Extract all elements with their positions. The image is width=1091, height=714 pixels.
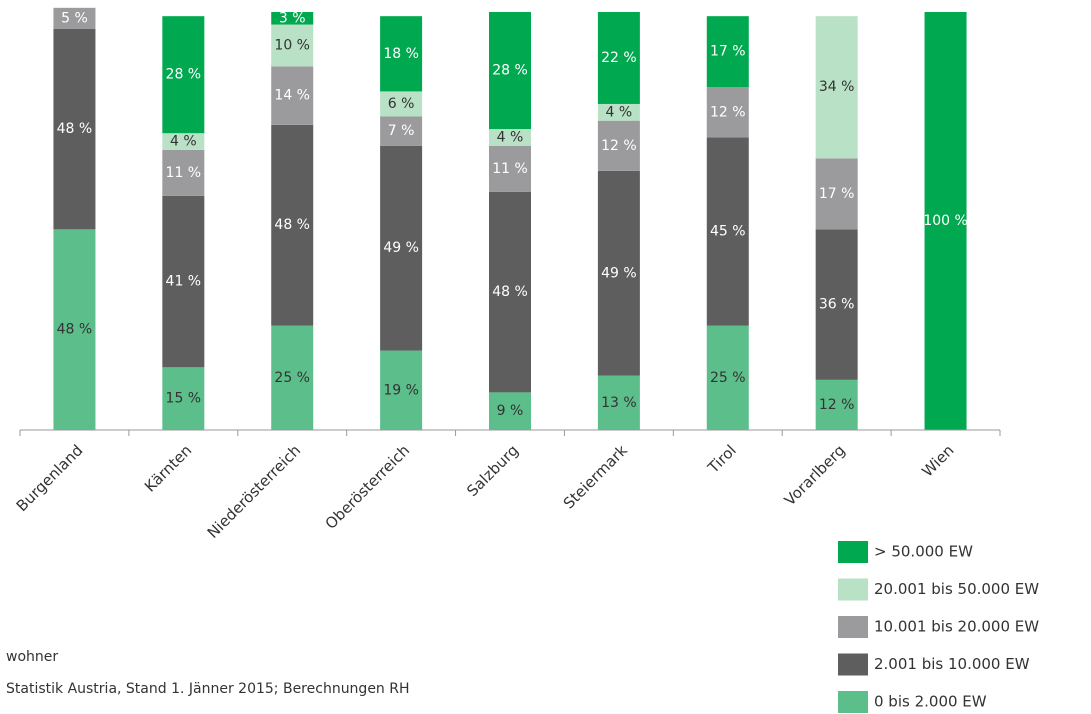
x-tick-label: Salzburg [463, 441, 522, 500]
data-label: 25 % [710, 370, 746, 386]
bar-segment [271, 12, 314, 25]
data-label: 11 % [492, 161, 528, 177]
bar-segment [271, 124, 314, 326]
data-label: 13 % [601, 395, 637, 411]
legend-swatch [838, 616, 868, 638]
data-label: 12 % [710, 104, 746, 120]
bar-segment [162, 195, 205, 368]
bar-segment [271, 66, 314, 125]
bar-segment [380, 350, 423, 430]
x-tick-label: Tirol [704, 441, 740, 477]
data-label: 28 % [166, 67, 202, 83]
data-label: 9 % [497, 403, 524, 419]
bar-segment [597, 375, 640, 430]
data-label: 49 % [601, 265, 637, 281]
bar-segment [380, 91, 423, 117]
bar-segment [53, 7, 96, 29]
bar-segment [162, 367, 205, 430]
bar-segment [815, 16, 858, 159]
bar-segment [597, 103, 640, 121]
data-label: 4 % [606, 104, 633, 120]
data-label: 12 % [601, 138, 637, 154]
data-label: 25 % [274, 370, 310, 386]
data-label: 48 % [57, 322, 93, 338]
bar-segment [489, 145, 531, 192]
x-tick-label: Burgenland [13, 441, 87, 515]
data-label: 41 % [166, 274, 202, 290]
bar-segment [706, 87, 749, 138]
note: wohner [6, 649, 58, 665]
data-label: 10 % [274, 37, 310, 53]
legend-swatch [838, 541, 868, 563]
x-tick-label: Steiermark [560, 441, 631, 512]
bar-segment [706, 137, 749, 326]
legend-label: 2.001 bis 10.000 EW [874, 655, 1030, 673]
data-label: 34 % [819, 79, 855, 95]
bar-segment [162, 149, 205, 196]
data-label: 45 % [710, 223, 746, 239]
source: Statistik Austria, Stand 1. Jänner 2015;… [6, 681, 410, 697]
bar-segment [489, 392, 531, 430]
bar-segment [489, 191, 531, 393]
bar-segment [597, 120, 640, 171]
bar-segment [706, 16, 749, 88]
data-label: 11 % [166, 165, 202, 181]
data-label: 17 % [710, 44, 746, 60]
bar-segment [489, 129, 531, 146]
data-label: 5 % [61, 10, 88, 26]
bar-segment [815, 229, 858, 380]
bar-segment [53, 28, 96, 230]
legend-swatch [838, 653, 868, 676]
bar-segment [489, 12, 531, 130]
bar-segment [815, 158, 858, 230]
data-label: 18 % [383, 46, 419, 62]
data-label: 48 % [492, 284, 528, 300]
data-label: 6 % [388, 96, 415, 112]
legend-label: 0 bis 2.000 EW [874, 693, 987, 711]
data-label: 14 % [274, 88, 310, 104]
data-label: 36 % [819, 297, 855, 313]
bar-segment [380, 145, 423, 351]
legend-label: 20.001 bis 50.000 EW [874, 580, 1039, 598]
data-label: 100 % [923, 213, 967, 229]
data-label: 3 % [279, 10, 306, 26]
legend-label: 10.001 bis 20.000 EW [874, 618, 1039, 636]
bar-segment [597, 12, 640, 104]
data-label: 7 % [388, 123, 415, 139]
bar-segment [53, 229, 96, 430]
legend-label: > 50.000 EW [874, 543, 973, 561]
bar-segment [380, 16, 423, 92]
data-label: 17 % [819, 186, 855, 202]
data-label: 48 % [274, 217, 310, 233]
x-tick-label: Wien [918, 441, 957, 480]
bar-segment [706, 325, 749, 430]
x-tick-label: Oberösterreich [322, 441, 413, 532]
data-label: 49 % [383, 240, 419, 256]
legend-swatch [838, 691, 868, 713]
bar-segment [271, 24, 314, 67]
x-tick-label: Vorarlberg [781, 441, 849, 509]
bar-segment [271, 325, 314, 430]
data-label: 22 % [601, 50, 637, 66]
bar-segment [380, 116, 423, 146]
data-label: 28 % [492, 63, 528, 79]
bar-segment [597, 170, 640, 376]
bar-segment [924, 12, 967, 430]
data-label: 4 % [497, 129, 524, 145]
x-tick-label: Kärnten [141, 441, 195, 495]
bar-segment [815, 379, 858, 430]
data-label: 19 % [383, 382, 419, 398]
legend-swatch [838, 578, 868, 601]
data-label: 48 % [57, 121, 93, 137]
bar-segment [162, 133, 205, 150]
data-label: 15 % [166, 391, 202, 407]
x-tick-label: Niederösterreich [204, 441, 305, 542]
data-label: 12 % [819, 397, 855, 413]
data-label: 4 % [170, 134, 197, 150]
bar-segment [162, 16, 205, 134]
